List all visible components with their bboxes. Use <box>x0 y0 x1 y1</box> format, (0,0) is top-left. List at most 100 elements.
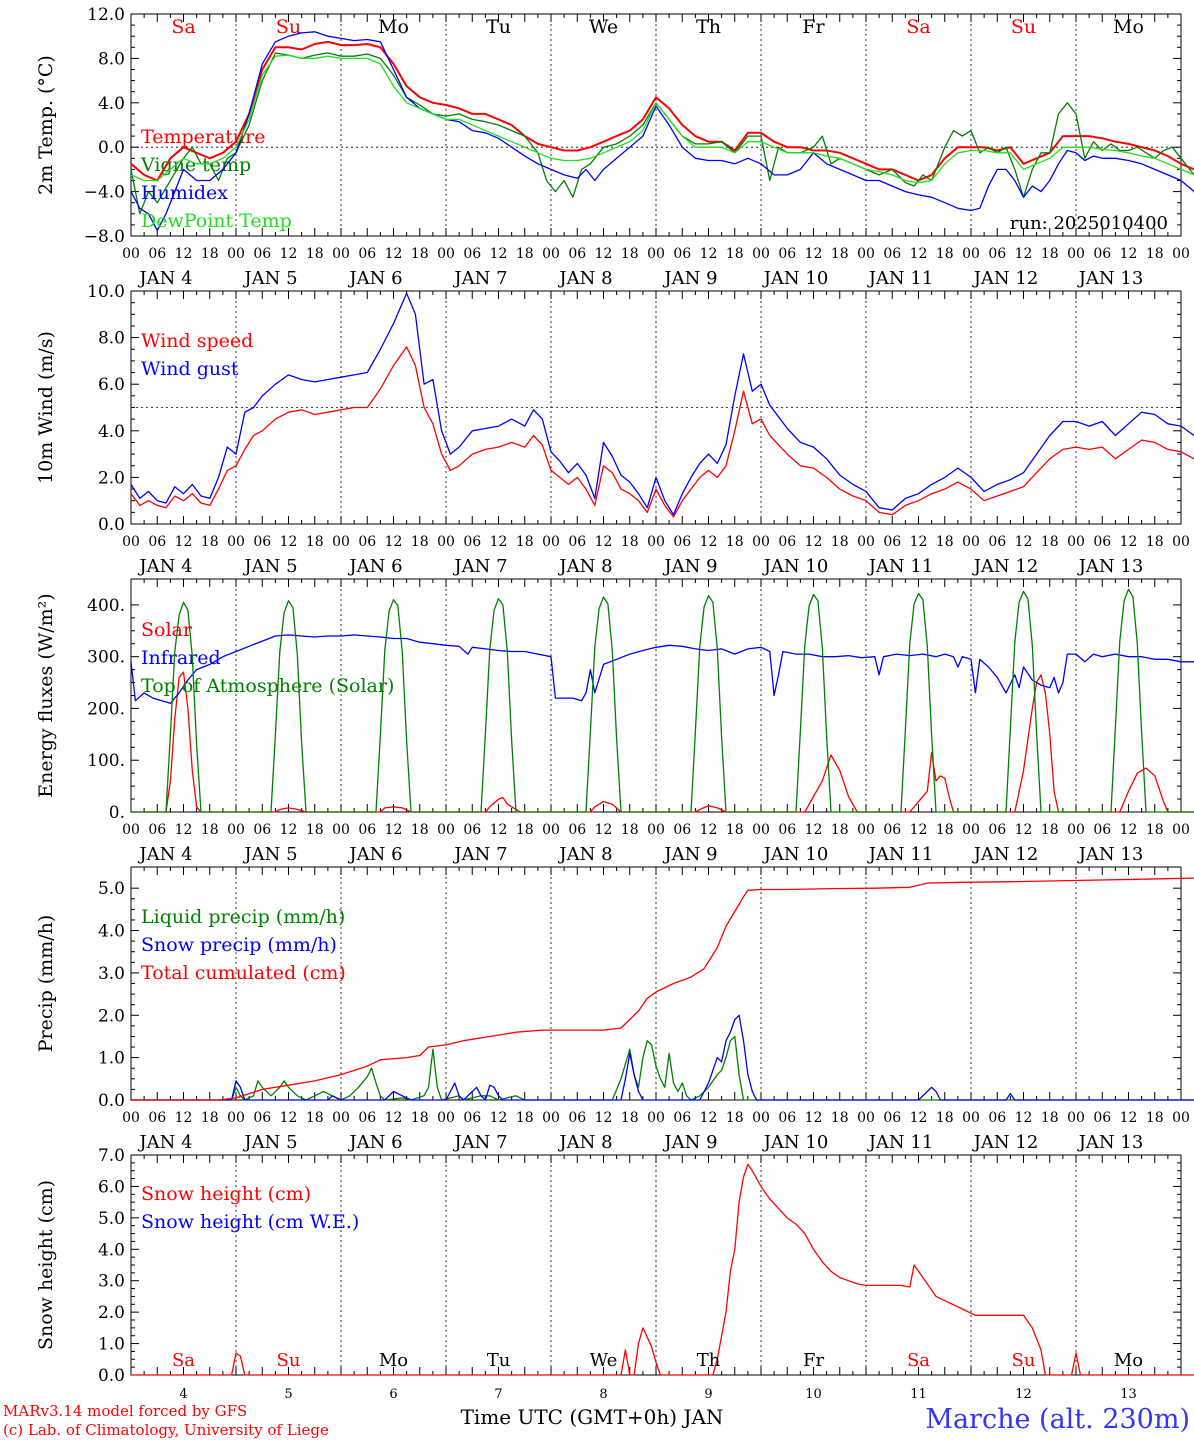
energy-series-infrared <box>130 634 1194 704</box>
energy-xtick-label: 06 <box>358 822 376 838</box>
wind-xtick-label: 06 <box>358 534 376 550</box>
precip-xtick-label: 18 <box>726 1110 744 1126</box>
energy-xtick-label: 06 <box>883 822 901 838</box>
temp-xtick-label: 00 <box>647 246 665 262</box>
temp-day-name: Su <box>1011 16 1036 38</box>
temp-xtick-label: 12 <box>805 246 823 262</box>
wind-xtick-label: 06 <box>463 534 481 550</box>
wind-xtick-label: 18 <box>621 534 639 550</box>
precip-ytick-label: 3.0 <box>98 964 125 984</box>
wind-xtick-label: 00 <box>752 534 770 550</box>
precip-ytick-label: 4.0 <box>98 922 125 942</box>
wind-panel: 0.0 2.0 4.0 6.0 8.0 10.0 00 06 12 18 00 06 12 18 00 06 1… <box>35 282 1194 577</box>
precip-series-total-cumulated-cm <box>131 877 1194 1101</box>
temp-xtick-label: 18 <box>306 246 324 262</box>
wind-ytick-label: 6.0 <box>98 375 125 395</box>
energy-legend-item: Solar <box>141 619 193 641</box>
energy-xtick-label: 06 <box>1093 822 1111 838</box>
energy-xtick-label: 18 <box>621 822 639 838</box>
energy-date-label: JAN 6 <box>347 844 402 865</box>
temp-legend-item: Vigne temp <box>140 154 251 176</box>
temp-xtick-label: 06 <box>1093 246 1111 262</box>
snow-ytick-label: 4.0 <box>98 1240 125 1260</box>
precip-legend-item: Snow precip (mm/h) <box>141 934 337 956</box>
precip-xtick-label: 18 <box>516 1110 534 1126</box>
wind-xtick-label: 12 <box>910 534 928 550</box>
precip-xtick-label: 12 <box>700 1110 718 1126</box>
precip-ylabel: Precip (mm/h) <box>35 915 57 1053</box>
temp-series-humidex <box>130 31 1194 232</box>
precip-legend-item: Total cumulated (cm) <box>141 962 346 984</box>
precip-xtick-label: 06 <box>253 1110 271 1126</box>
temp-ytick-label: −8.0 <box>84 227 125 247</box>
wind-date-label: JAN 4 <box>137 556 192 577</box>
temp-xtick-label: 12 <box>910 246 928 262</box>
energy-xtick-label: 12 <box>1120 822 1138 838</box>
energy-xtick-label: 06 <box>463 822 481 838</box>
wind-xtick-label: 18 <box>936 534 954 550</box>
precip-xtick-label: 06 <box>883 1110 901 1126</box>
precip-xtick-label: 18 <box>306 1110 324 1126</box>
temp-date-label: JAN 5 <box>242 268 297 289</box>
temp-xtick-label: 06 <box>568 246 586 262</box>
snow-ytick-label: 6.0 <box>98 1177 125 1197</box>
energy-xtick-label: 06 <box>148 822 166 838</box>
snow-panel: 0.0 1.0 2.0 3.0 4.0 5.0 6.0 7.0 Snow height (cm)… <box>35 1146 1194 1402</box>
snow-ytick-label: 2.0 <box>98 1303 125 1323</box>
precip-ytick-label: 2.0 <box>98 1006 125 1026</box>
energy-xtick-label: 12 <box>1015 822 1033 838</box>
wind-ytick-label: 10.0 <box>87 282 125 302</box>
temp-date-label: JAN 4 <box>137 268 192 289</box>
wind-xtick-label: 18 <box>831 534 849 550</box>
energy-ytick-label: 100. <box>87 751 125 771</box>
temp-day-name: Mo <box>378 16 409 38</box>
energy-xtick-label: 18 <box>411 822 429 838</box>
energy-xtick-label: 00 <box>647 822 665 838</box>
wind-xtick-label: 00 <box>1067 534 1085 550</box>
snow-day-name: We <box>590 1350 618 1371</box>
wind-xtick-label: 12 <box>280 534 298 550</box>
temp-xtick-label: 18 <box>201 246 219 262</box>
energy-xtick-label: 06 <box>988 822 1006 838</box>
temp-xtick-label: 00 <box>227 246 245 262</box>
temp-series-vigne-temp <box>130 52 1194 215</box>
precip-date-label: JAN 12 <box>972 1132 1039 1153</box>
energy-xtick-label: 06 <box>778 822 796 838</box>
wind-xtick-label: 18 <box>1041 534 1059 550</box>
precip-date-label: JAN 8 <box>557 1132 612 1153</box>
precip-ytick-label: 5.0 <box>98 879 125 899</box>
snow-day-number: 11 <box>910 1387 927 1402</box>
wind-ylabel: 10m Wind (m/s) <box>35 331 57 484</box>
energy-xtick-label: 18 <box>936 822 954 838</box>
temp-xtick-label: 00 <box>542 246 560 262</box>
snow-day-number: 9 <box>704 1387 712 1402</box>
precip-xtick-label: 06 <box>358 1110 376 1126</box>
energy-date-label: JAN 7 <box>452 844 507 865</box>
temp-xtick-label: 06 <box>463 246 481 262</box>
wind-ytick-label: 0.0 <box>98 515 125 535</box>
energy-series-top-of-atmosphere-solar <box>131 588 1194 813</box>
wind-xtick-label: 00 <box>857 534 875 550</box>
wind-date-label: JAN 8 <box>557 556 612 577</box>
temp-xtick-label: 00 <box>962 246 980 262</box>
precip-xtick-label: 06 <box>148 1110 166 1126</box>
wind-xtick-label: 06 <box>568 534 586 550</box>
energy-ytick-label: 0. <box>109 803 125 823</box>
snow-day-number: 4 <box>179 1387 187 1402</box>
temp-date-label: JAN 11 <box>867 268 934 289</box>
snow-day-number: 5 <box>284 1387 292 1402</box>
wind-xtick-label: 06 <box>883 534 901 550</box>
energy-xtick-label: 12 <box>280 822 298 838</box>
energy-xtick-label: 18 <box>831 822 849 838</box>
precip-date-label: JAN 13 <box>1077 1132 1144 1153</box>
precip-date-label: JAN 7 <box>452 1132 507 1153</box>
wind-xtick-label: 18 <box>306 534 324 550</box>
energy-xtick-label: 18 <box>1146 822 1164 838</box>
energy-xtick-label: 06 <box>253 822 271 838</box>
temp-xtick-label: 12 <box>490 246 508 262</box>
temp-xtick-label: 12 <box>700 246 718 262</box>
precip-xtick-label: 00 <box>227 1110 245 1126</box>
energy-xtick-label: 12 <box>700 822 718 838</box>
precip-xtick-label: 12 <box>280 1110 298 1126</box>
